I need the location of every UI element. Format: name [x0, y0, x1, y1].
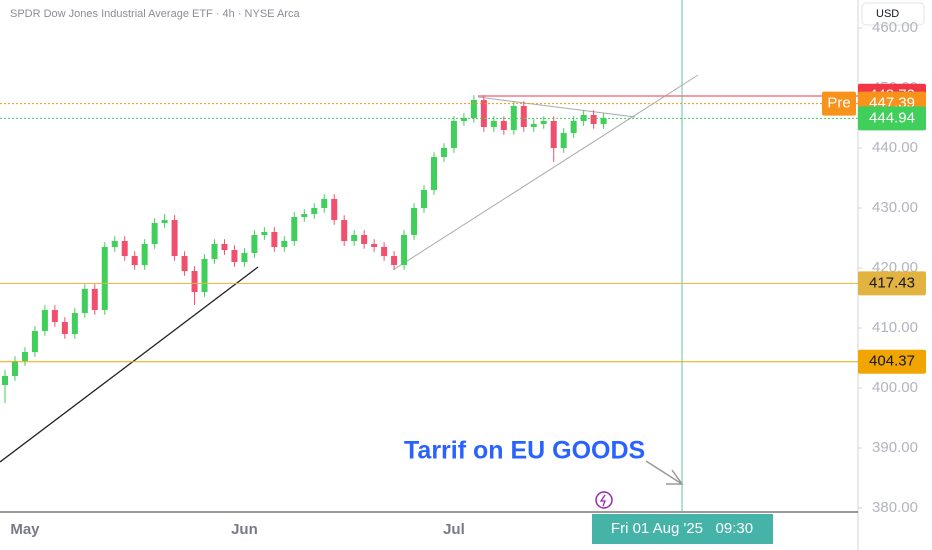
candle-body — [460, 118, 467, 122]
price-label-box — [858, 106, 926, 131]
candle-body — [241, 253, 248, 262]
candle-body — [470, 100, 477, 119]
y-tick-label: 430.00 — [872, 199, 918, 216]
trend-line — [392, 74, 699, 271]
candle-body — [101, 247, 108, 310]
candle-body — [311, 208, 318, 215]
price-label: 444.94 — [869, 109, 915, 126]
candle-body — [590, 115, 597, 125]
candle-body — [131, 256, 138, 265]
candle-body — [570, 121, 577, 134]
candle-body — [550, 121, 557, 149]
price-label: 404.37 — [869, 353, 915, 370]
currency: USD — [876, 8, 899, 20]
candle-body — [1, 375, 8, 385]
candle-body — [351, 235, 358, 242]
candle-body — [401, 235, 408, 265]
candle-body — [331, 199, 338, 221]
candle-body — [301, 214, 308, 218]
candle-body — [361, 235, 368, 245]
candle-body — [500, 121, 507, 131]
y-tick-label: 400.00 — [872, 379, 918, 396]
candle-body — [191, 270, 198, 292]
y-tick-label: 410.00 — [872, 319, 918, 336]
candle-body — [391, 256, 398, 265]
candle-body — [81, 288, 88, 313]
crosshair-label: Fri 01 Aug '25 09:30 — [611, 520, 753, 537]
candle-body — [151, 223, 158, 245]
candle-body — [440, 148, 447, 158]
annotation-arrow — [645, 460, 684, 485]
candle-body — [520, 106, 527, 128]
candle-body — [141, 244, 148, 265]
candle-body — [171, 220, 178, 256]
x-tick-label: Jul — [443, 521, 465, 538]
candle-body — [450, 121, 457, 149]
candle-body — [211, 244, 218, 259]
candle-body — [560, 133, 567, 149]
candle-body — [421, 190, 428, 209]
candle-body — [181, 256, 188, 271]
candle-body — [580, 115, 587, 122]
candle-body — [21, 351, 28, 361]
candle-body — [61, 321, 68, 334]
trend-line — [477, 96, 636, 118]
candle-body — [530, 124, 537, 128]
candle-body — [91, 288, 98, 310]
event-icon-bolt — [599, 494, 606, 507]
candle-body — [111, 241, 118, 248]
price-label-box — [858, 271, 926, 296]
event-icon — [595, 491, 613, 509]
candle-body — [540, 121, 547, 125]
y-tick-label: 440.00 — [872, 139, 918, 156]
candle-body — [201, 258, 208, 292]
trend-line — [0, 266, 259, 463]
tag-label: Pre — [827, 95, 850, 112]
chart-title: SPDR Dow Jones Industrial Average ETF · … — [10, 8, 300, 20]
currency-box — [861, 2, 925, 26]
candle-body — [490, 121, 497, 128]
candle-body — [161, 220, 168, 224]
price-label-box — [858, 349, 926, 374]
candle-body — [291, 217, 298, 242]
candle-body — [281, 241, 288, 248]
candle-body — [31, 330, 38, 352]
tag-box — [822, 91, 856, 116]
x-tick-label: May — [10, 521, 40, 538]
candle-body — [261, 232, 268, 236]
candle-body — [51, 309, 58, 322]
candle-body — [381, 247, 388, 256]
candle-body — [71, 312, 78, 334]
candle-body — [341, 220, 348, 242]
y-tick-label: 460.00 — [872, 19, 918, 36]
candle-body — [121, 241, 128, 256]
candle-body — [411, 208, 418, 236]
y-tick-label: 390.00 — [872, 439, 918, 456]
x-tick-label: Jun — [231, 521, 258, 538]
candle-body — [371, 244, 378, 248]
candle-body — [321, 199, 328, 209]
candle-body — [41, 309, 48, 331]
candle-body — [271, 232, 278, 248]
candle-body — [251, 235, 258, 254]
plot — [0, 95, 858, 403]
crosshair-box — [592, 514, 773, 544]
candle-body — [430, 157, 437, 191]
candle-body — [600, 118, 607, 125]
candle-body — [480, 100, 487, 128]
annotation: Tarrif on EU GOODS — [404, 437, 645, 465]
y-tick-label: 380.00 — [872, 499, 918, 516]
price-label: 417.43 — [869, 274, 915, 291]
candle-body — [221, 244, 228, 251]
candle-body — [11, 360, 18, 376]
candle-body — [231, 250, 238, 262]
